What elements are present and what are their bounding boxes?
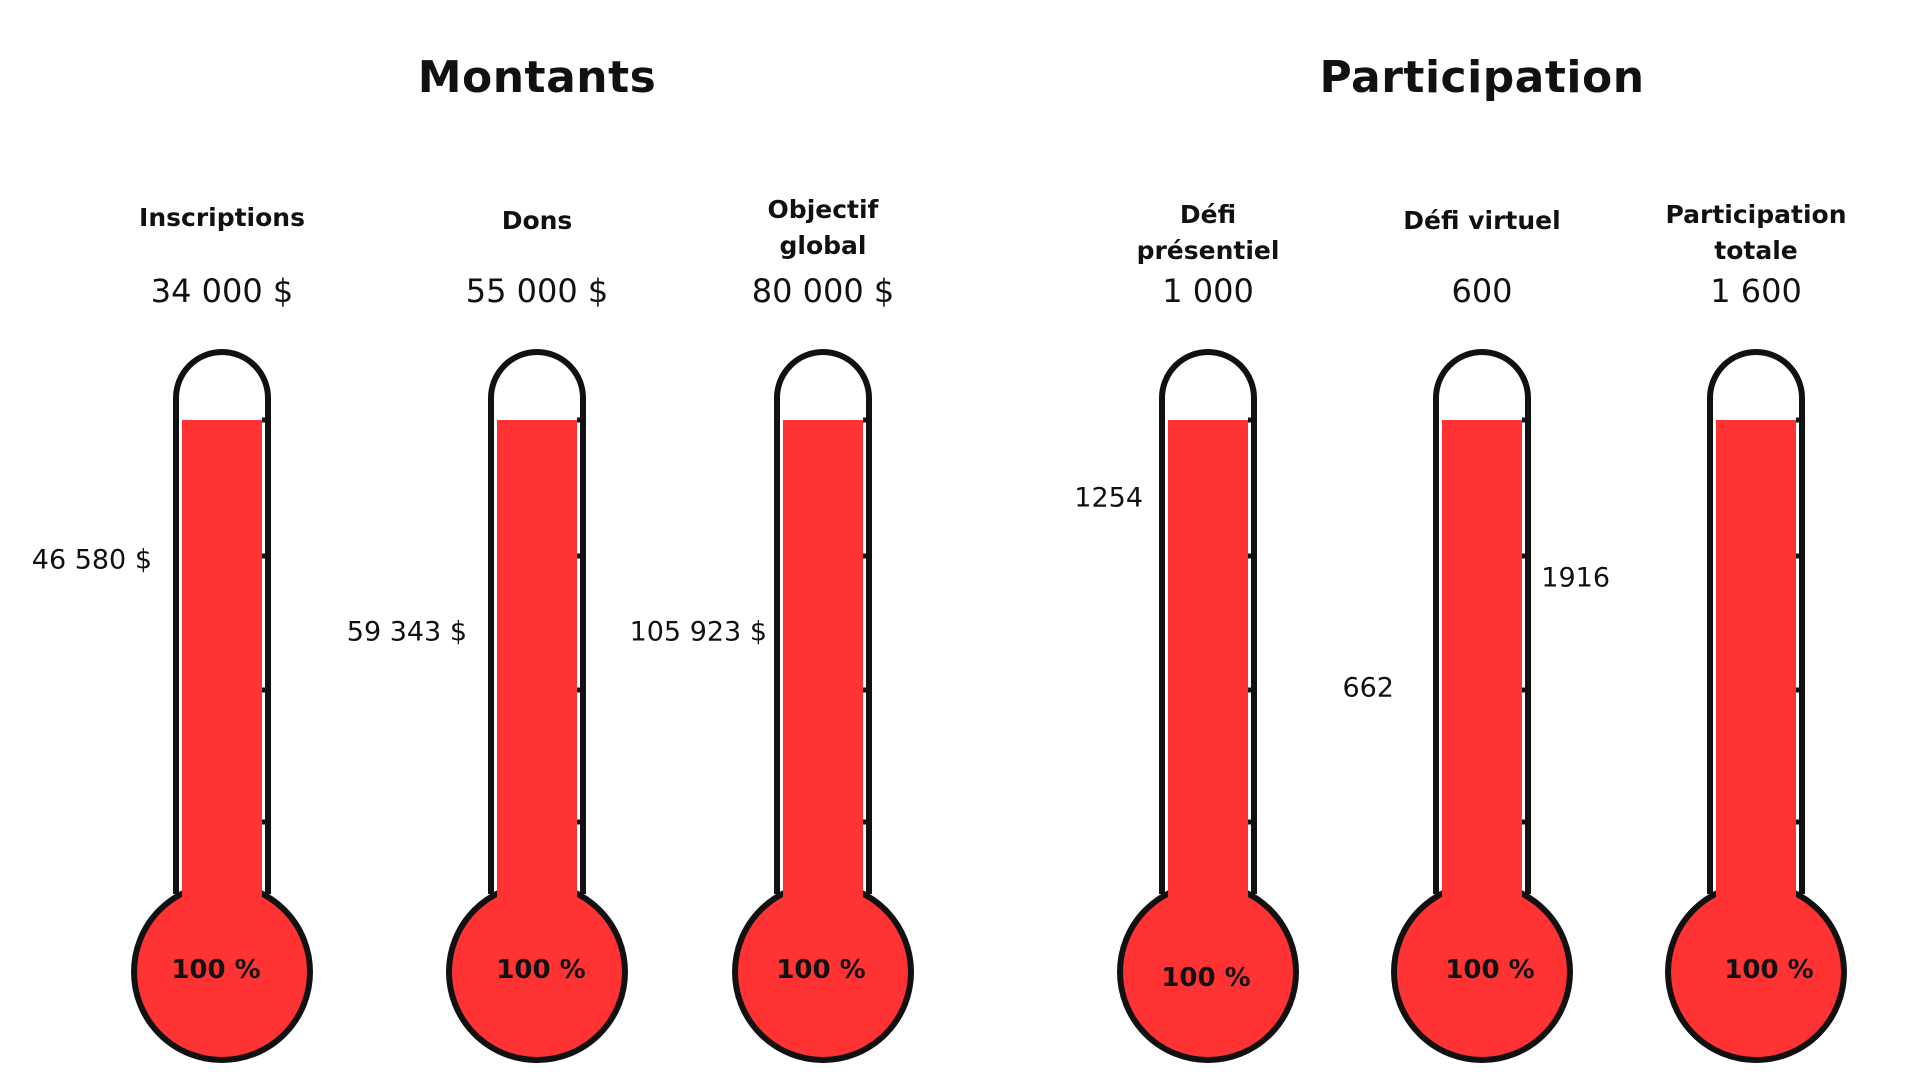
thermometer-percent: 100 % xyxy=(1161,963,1251,993)
thermometer-target: 1 600 xyxy=(1710,272,1802,310)
thermometer-target: 600 xyxy=(1451,272,1513,310)
thermometer-actual-value: 105 923 $ xyxy=(629,616,767,648)
thermometer-target: 55 000 $ xyxy=(465,272,609,310)
thermometer-percent: 100 % xyxy=(776,955,866,985)
thermometer-percent: 100 % xyxy=(171,955,261,985)
thermometer-fill xyxy=(497,420,577,952)
thermometer-label: Participation totale xyxy=(1665,200,1847,265)
thermometer-label: Inscriptions xyxy=(139,203,305,232)
section-title-participation: Participation xyxy=(1319,52,1645,103)
thermometer-percent: 100 % xyxy=(1724,955,1814,985)
section-title-montants: Montants xyxy=(417,52,657,103)
thermometer-actual-value: 1916 xyxy=(1541,562,1610,594)
thermometer-graphic xyxy=(1391,349,1573,1063)
thermometer-label: Dons xyxy=(501,206,573,235)
thermometer-percent: 100 % xyxy=(496,955,586,985)
thermometer-fill xyxy=(1716,420,1796,952)
thermometer-actual-value: 59 343 $ xyxy=(346,616,467,648)
thermometer-percent: 100 % xyxy=(1445,955,1535,985)
thermometer-fill xyxy=(182,420,262,952)
thermometer-graphic xyxy=(131,349,313,1063)
thermometer-graphic xyxy=(1117,349,1299,1063)
thermometer-actual-value: 46 580 $ xyxy=(31,544,152,576)
thermometer-label: Défi présentiel xyxy=(1136,200,1280,265)
thermometer-fill xyxy=(783,420,863,952)
thermometer-target: 34 000 $ xyxy=(150,272,294,310)
thermometer-graphic xyxy=(732,349,914,1063)
thermometer-label: Défi virtuel xyxy=(1403,206,1561,235)
thermometer-fill xyxy=(1442,420,1522,952)
thermometer-graphic xyxy=(1665,349,1847,1063)
thermometer-graphic xyxy=(446,349,628,1063)
thermometer-target: 80 000 $ xyxy=(751,272,895,310)
thermometer-actual-value: 1254 xyxy=(1074,482,1143,514)
thermometer-label: Objectif global xyxy=(767,195,879,260)
thermometer-fill xyxy=(1168,420,1248,952)
thermometer-actual-value: 662 xyxy=(1342,672,1394,704)
thermometer-target: 1 000 xyxy=(1162,272,1254,310)
